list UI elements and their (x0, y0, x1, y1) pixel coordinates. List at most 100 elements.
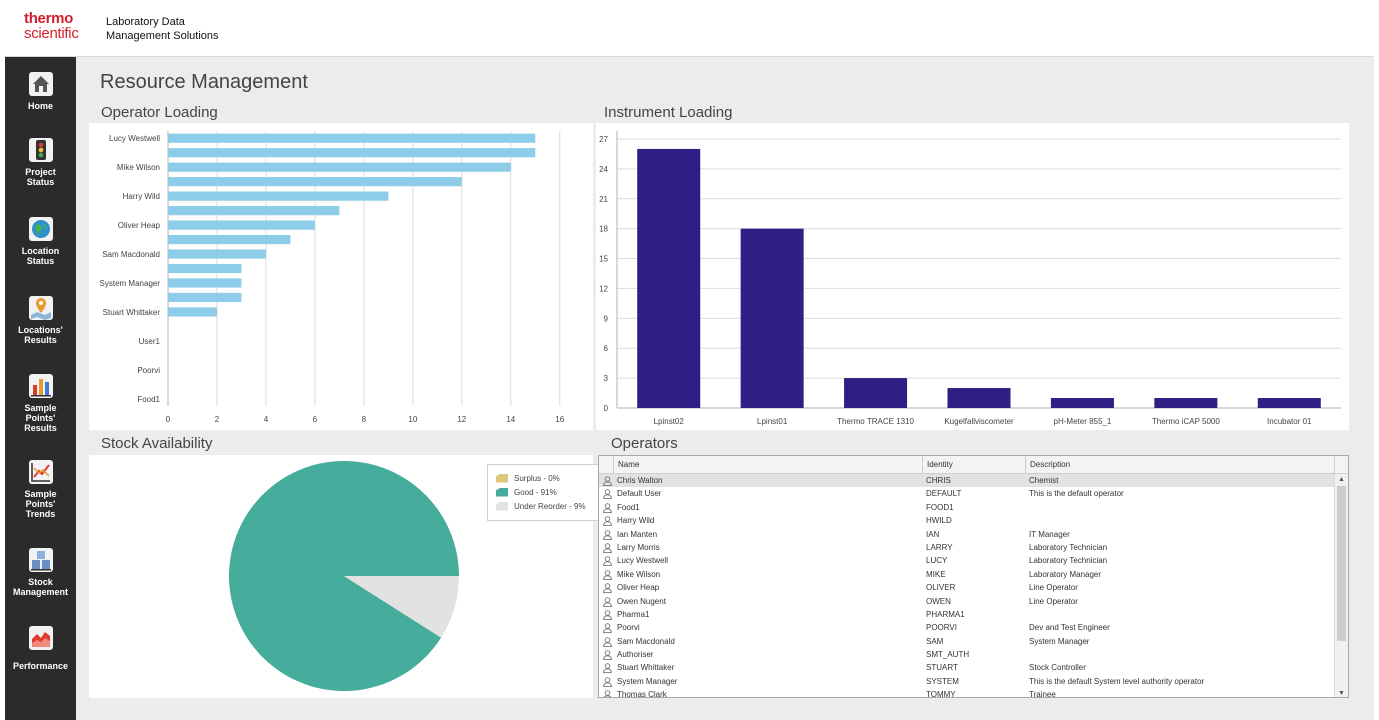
operator-bar[interactable] (168, 177, 462, 187)
table-row[interactable]: Food1 FOOD1 (599, 501, 1335, 514)
nav-item-project-status[interactable]: Project Status (5, 137, 76, 187)
instrument-bar[interactable] (637, 148, 701, 409)
grid-vertical-scrollbar[interactable]: ▲ ▼ (1334, 474, 1348, 697)
cell-description: This is the default System level authori… (1029, 676, 1205, 686)
operator-category-label: User1 (139, 337, 161, 346)
table-row[interactable]: Mike Wilson MIKE Laboratory Manager (599, 568, 1335, 581)
legend-swatch-good (496, 487, 508, 497)
nav-item-sample-points-results[interactable]: Sample Points' Results (5, 373, 76, 433)
cell-identity: CHRIS (926, 476, 951, 485)
nav-item-locations-results[interactable]: Locations' Results (5, 295, 76, 345)
operator-bar[interactable] (168, 191, 389, 201)
operator-bar[interactable] (168, 249, 266, 259)
cell-name: Default User (617, 489, 662, 499)
cell-identity: IAN (926, 529, 940, 539)
instrument-bar[interactable] (1257, 398, 1321, 408)
x-tick-label: 16 (555, 415, 564, 424)
instrument-loading-chart: 0 3 6 9 12 15 18 21 24 27 Lpinst02 Lpinst01 Thermo T… (599, 131, 1341, 426)
nav-item-home[interactable]: Home (5, 71, 76, 111)
operator-category-label: Food1 (137, 395, 160, 404)
y-tick-label: 15 (599, 255, 608, 264)
legend-swatch-surplus (496, 473, 508, 483)
y-tick-label: 6 (604, 344, 609, 353)
instrument-bar[interactable] (1050, 398, 1114, 408)
x-tick-label: 6 (313, 415, 318, 424)
legend-label-good: Good - 91% (514, 487, 557, 497)
scroll-up-arrow-icon[interactable]: ▲ (1338, 476, 1345, 483)
table-row[interactable]: Lucy Westwell LUCY Laboratory Technician (599, 554, 1335, 567)
table-row[interactable]: Default User DEFAULT This is the default… (599, 487, 1335, 500)
top-header: thermo scientific Laboratory Data Manage… (5, 0, 1374, 57)
table-row[interactable]: Ian Manten IAN IT Manager (599, 528, 1335, 541)
table-row[interactable]: Chris Walton CHRIS Chemist (599, 474, 1335, 488)
instrument-bar[interactable] (740, 228, 804, 408)
home-icon (28, 72, 53, 96)
table-row[interactable]: Oliver Heap OLIVER Line Operator (599, 581, 1335, 594)
operators-grid: Name Identity Description Chris Walton C… (598, 455, 1349, 698)
user-icon (603, 636, 612, 647)
table-row[interactable]: Sam Macdonald SAM System Manager (599, 635, 1335, 648)
cell-identity: DEFAULT (926, 489, 962, 499)
thermo-scientific-logo: thermo scientific (24, 11, 79, 41)
operator-bar[interactable] (168, 162, 511, 172)
area-chart-icon (28, 626, 53, 650)
user-icon (603, 543, 612, 553)
table-row[interactable]: Harry Wild HWILD (599, 514, 1335, 527)
operator-bar[interactable] (168, 307, 217, 317)
user-icon (603, 583, 612, 594)
cell-identity: HWILD (926, 516, 952, 526)
nav-item-stock-management[interactable]: Stock Management (5, 547, 76, 597)
table-row[interactable]: Poorvi POORVI Dev and Test Engineer (599, 621, 1335, 634)
operator-category-label: Poorvi (137, 366, 160, 375)
operator-bar[interactable] (168, 206, 340, 216)
operator-bar[interactable] (168, 133, 536, 143)
operator-bar[interactable] (168, 220, 315, 230)
instrument-bar[interactable] (844, 378, 908, 408)
pie-slice-good[interactable] (229, 460, 459, 691)
nav-label-stock-management: Stock Management (12, 577, 68, 597)
instrument-category-label: Lpinst01 (757, 417, 788, 426)
nav-item-location-status[interactable]: Location Status (5, 216, 76, 266)
user-icon (603, 569, 612, 580)
column-header-description[interactable]: Description (1025, 456, 1335, 474)
app-name-line-1: Laboratory Data (106, 16, 185, 28)
nav-item-performance[interactable]: Performance (5, 625, 76, 671)
nav-label-locations-results: Locations' Results (18, 325, 63, 345)
user-icon (603, 516, 612, 527)
operator-loading-panel: 0 2 4 6 8 10 12 14 16 Lucy Westwell Mike Wilson Har… (89, 123, 593, 430)
scroll-down-arrow-icon[interactable]: ▼ (1338, 690, 1345, 697)
cell-identity: STUART (926, 663, 958, 673)
table-row[interactable]: Pharma1 PHARMA1 (599, 608, 1335, 621)
operator-bar[interactable] (168, 278, 242, 288)
column-header-identity[interactable]: Identity (922, 456, 1025, 474)
pie-slice-under-reorder[interactable] (344, 576, 459, 638)
instrument-bar[interactable] (1154, 398, 1218, 408)
operator-bar[interactable] (168, 234, 291, 245)
table-row[interactable]: System Manager SYSTEM This is the defaul… (599, 675, 1335, 688)
cell-name: Thomas Clark (617, 690, 667, 698)
operator-bar[interactable] (168, 148, 536, 158)
operator-loading-chart: 0 2 4 6 8 10 12 14 16 Lucy Westwell Mike Wilson Har… (100, 131, 572, 424)
nav-label-home: Home (27, 101, 53, 111)
x-tick-label: 12 (457, 415, 466, 424)
table-row[interactable]: Thomas Clark TOMMY Trainee (599, 688, 1335, 698)
operator-bar[interactable] (168, 263, 242, 274)
operator-category-label: Mike Wilson (117, 163, 160, 172)
table-row[interactable]: Authoriser SMT_AUTH (599, 648, 1335, 661)
legend-item-under-reorder: Under Reorder - 9% (496, 499, 595, 513)
table-row[interactable]: Stuart Whittaker STUART Stock Controller (599, 661, 1335, 674)
operator-category-label: Harry Wild (123, 192, 160, 201)
column-header-name[interactable]: Name (613, 456, 922, 474)
cell-name: Harry Wild (617, 516, 655, 526)
cell-identity: TOMMY (926, 690, 956, 698)
nav-item-sample-points-trends[interactable]: Sample Points' Trends (5, 459, 76, 519)
cell-description: Laboratory Technician (1029, 542, 1108, 552)
instrument-bar[interactable] (947, 388, 1011, 408)
table-row[interactable]: Larry Morris LARRY Laboratory Technician (599, 541, 1335, 554)
user-icon (603, 556, 612, 567)
x-tick-label: 0 (166, 415, 171, 424)
pie-legend: Surplus - 0% Good - 91% Under Reorder - … (487, 464, 604, 521)
table-row[interactable]: Owen Nugent OWEN Line Operator (599, 595, 1335, 608)
scrollbar-thumb[interactable] (1337, 486, 1346, 641)
operator-bar[interactable] (168, 292, 242, 303)
